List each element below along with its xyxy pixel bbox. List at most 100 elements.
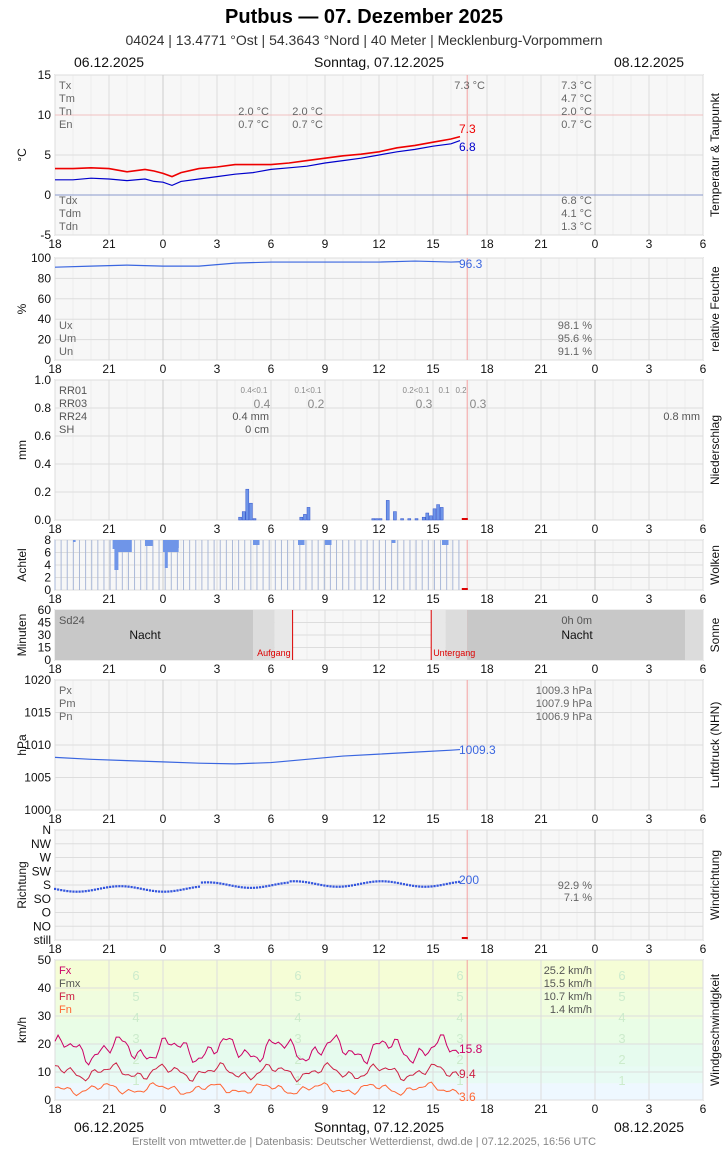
cloud-gap [325,540,332,545]
precip-bar [249,502,253,521]
beaufort-number: 4 [132,1010,139,1025]
side-label: relative Feuchte [708,266,722,352]
precip-bar [375,518,379,521]
x-tick-label: 0 [160,237,167,251]
x-tick-label: 3 [646,522,653,536]
wind-dir-dot [454,881,458,884]
wind-dir-dot [347,884,350,888]
x-tick-label: 3 [214,662,221,676]
rr24-day1: 0.4 mm [232,411,269,423]
beaufort-number: 6 [618,968,625,983]
x-tick-label: 3 [646,812,653,826]
sd24-label: Sd24 [59,615,85,627]
precip-bar [303,514,307,521]
cloud-gap [73,540,76,542]
x-tick-label: 9 [322,592,329,606]
precip-row-label: SH [59,424,74,436]
wind-dir-dot [63,889,66,892]
wind-dir-dot [164,890,167,893]
wind-dir-dot [87,889,90,892]
wind-dir-dot [402,883,406,886]
stat-day2: 1.4 km/h [550,1004,592,1016]
cloud-gap [114,540,119,570]
x-tick-label: 6 [700,522,707,536]
wind-dir-dot [102,886,106,889]
wind-dir-dot [246,886,249,889]
wind-dir-dot [396,881,399,885]
series-temp [55,135,461,178]
series-dew [55,140,461,187]
stat-day2: 1.3 °C [561,221,592,233]
wind-dir-dot [298,880,301,883]
x-tick-label: 12 [372,812,386,826]
x-tick-label: 18 [480,662,494,676]
wind-dir-dot [60,889,63,892]
stat-label: Tn [59,106,72,118]
x-tick-label: 3 [646,592,653,606]
twilight-shade [253,610,275,660]
date-left-bottom: 06.12.2025 [74,1119,145,1135]
y-tick-label: 30 [38,1009,52,1023]
stat-day2: 6.8 °C [561,195,592,207]
wind-dir-dot [210,881,213,884]
side-label: Windgeschwindigkeit [708,973,722,1086]
wind-dir-dot [188,887,191,890]
cloud-gap [253,540,260,545]
wind-dir-dot [249,886,253,889]
twilight-shade [445,610,468,660]
x-tick-label: 0 [592,1102,599,1116]
x-tick-label: 6 [268,237,275,251]
wind-dir-dot [66,889,69,893]
stat-day2: 91.1 % [558,346,592,358]
stat-day2: 92.9 % [558,880,592,892]
cloud-gap [145,540,153,546]
y-tick-label: -5 [40,228,51,242]
side-label: Sonne [708,617,722,652]
stat-day2: 7.1 % [564,892,592,904]
beaufort-number: 6 [132,968,139,983]
x-tick-label: 6 [268,362,275,376]
x-tick-label: 21 [102,812,116,826]
precip-bar [371,518,376,521]
precip-now-marker [461,518,468,520]
night-shade [55,610,253,660]
wind-dir-dot [356,883,360,886]
wind-dir-dot [99,887,103,890]
x-tick-label: 15 [426,1102,440,1116]
stat-day2: 98.1 % [558,320,592,332]
y-tick-label: 8 [44,533,51,547]
y-tick-label: 4 [44,558,51,572]
x-tick-label: 21 [534,662,548,676]
wind-dir-dot [350,884,354,887]
wind-dir-dot [323,884,326,887]
wind-dir-dot [142,888,145,891]
wind-dir-dot [78,890,81,893]
x-tick-label: 15 [426,362,440,376]
x-tick-label: 6 [700,812,707,826]
y-tick-label: 5 [44,148,51,162]
wind-dir-dot [277,882,280,886]
beaufort-number: 6 [294,968,301,983]
wind-dir-dot [148,889,152,892]
wind-dir-dot [433,885,436,888]
x-tick-label: 15 [426,237,440,251]
beaufort-number: 4 [294,1010,301,1025]
wind-dir-dot [378,880,381,883]
date-right: 08.12.2025 [614,54,685,70]
y-tick-label: SW [32,864,52,878]
stat-mid: 7.3 °C [454,80,485,92]
wind-dir-dot [424,885,427,888]
x-tick-label: 6 [700,362,707,376]
x-tick-label: 21 [102,522,116,536]
wind-dir-dot [274,883,277,886]
y-tick-label: 0.2 [34,485,51,499]
wind-dir-dot [127,885,130,888]
x-tick-label: 6 [268,662,275,676]
stat-day2: 1007.9 hPa [536,698,593,710]
cloud-gap [391,540,396,543]
x-tick-label: 3 [646,942,653,956]
wind-dir-dot [222,882,225,886]
wind-dir-dot [81,890,84,893]
x-tick-label: 9 [322,812,329,826]
wind-dir-dot [237,885,240,888]
